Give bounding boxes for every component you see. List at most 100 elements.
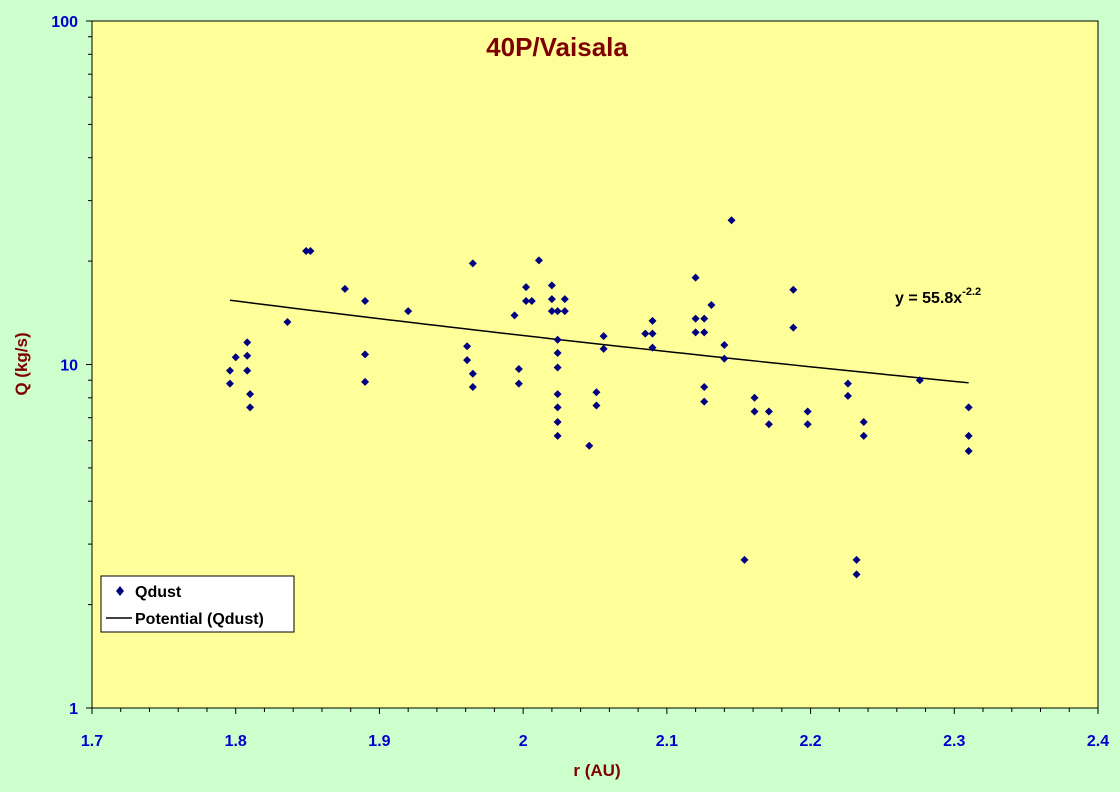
data-point [340,284,349,293]
legend-label-trend: Potential (Qdust) [135,611,264,628]
data-point [243,366,252,375]
data-point [547,295,556,304]
data-point [691,314,700,323]
data-point [648,316,657,325]
data-point [727,216,736,225]
data-point [852,570,861,579]
data-point [534,256,543,265]
data-point [468,259,477,268]
data-point [463,356,472,365]
legend-label-qdust: Qdust [135,584,182,601]
data-point [803,420,812,429]
legend-box [100,575,295,633]
data-point [843,391,852,400]
data-point [740,555,749,564]
data-point [764,407,773,416]
data-point [522,297,531,306]
x-tick-label: 2.4 [1087,733,1109,750]
data-point [514,379,523,388]
trend-layer [229,299,969,384]
data-point [361,297,370,306]
trend-equation: y = 55.8x-2.2 [895,286,981,307]
trend-equation-exponent: -2.2 [962,286,981,298]
data-point [585,441,594,450]
data-point [843,379,852,388]
data-points [225,216,973,579]
data-point [553,418,562,427]
data-point [510,311,519,320]
data-point [691,328,700,337]
y-tick-label: 10 [60,358,78,375]
data-point [246,390,255,399]
data-point [302,247,311,256]
chart-title: 40P/Vaisala [486,32,628,62]
x-tick-label: 2.3 [943,733,965,750]
data-point [553,390,562,399]
data-point [246,403,255,412]
trend-line [229,299,969,384]
legend: Qdust Potential (Qdust) [100,575,295,633]
x-tick-label: 2 [519,733,528,750]
y-tick-label: 100 [51,14,78,31]
data-point [553,307,562,316]
data-point [700,397,709,406]
data-point [641,329,650,338]
data-point [553,431,562,440]
data-point [648,343,657,352]
data-point [859,418,868,427]
data-point [463,342,472,351]
data-point [553,403,562,412]
data-point [964,403,973,412]
data-point [964,446,973,455]
x-tick-label: 2.2 [799,733,821,750]
data-point [859,431,868,440]
data-point [306,247,315,256]
legend-marker-diamond [116,586,124,596]
data-point [468,369,477,378]
data-point [789,285,798,294]
x-tick-label: 1.8 [225,733,247,750]
data-point [964,431,973,440]
x-tick-label: 1.9 [368,733,390,750]
data-point [691,273,700,282]
data-point [468,382,477,391]
data-point [514,365,523,374]
data-point [700,328,709,337]
data-point [852,555,861,564]
data-point [404,307,413,316]
data-point [560,295,569,304]
y-tick-label: 1 [69,701,78,718]
data-point [527,297,536,306]
data-point [803,407,812,416]
data-point [553,349,562,358]
data-point [599,332,608,341]
data-point [547,281,556,290]
data-point [720,340,729,349]
data-point [789,323,798,332]
x-tick-label: 2.1 [656,733,678,750]
data-point [283,317,292,326]
data-point [700,382,709,391]
data-point [231,353,240,362]
data-point [764,420,773,429]
data-point [243,338,252,347]
x-tick-label: 1.7 [81,733,103,750]
data-point [750,407,759,416]
trend-equation-base: y = 55.8x [895,290,962,307]
data-point [560,307,569,316]
x-axis-label: r (AU) [573,761,620,780]
data-point [522,283,531,292]
data-point [592,401,601,410]
data-point [553,363,562,372]
data-point [361,350,370,359]
data-point [707,301,716,310]
data-point [243,351,252,360]
data-point [225,366,234,375]
axes: 1.7 1.8 1.9 2 2.1 2.2 2.3 2.4 1 10 100 [51,14,1109,750]
data-point [648,329,657,338]
data-point [361,377,370,386]
data-point [547,307,556,316]
data-point [720,354,729,363]
data-point [599,344,608,353]
